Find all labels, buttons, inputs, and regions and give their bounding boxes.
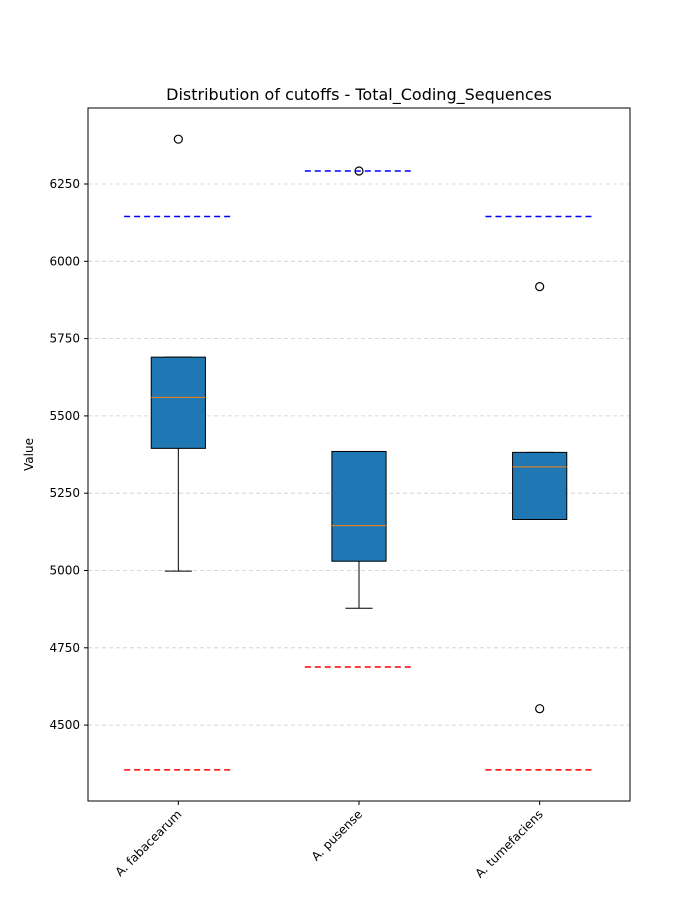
y-tick-label-5250: 5250 bbox=[49, 486, 80, 500]
outlier-a-pusense-0 bbox=[354, 166, 364, 176]
y-axis-label: Value bbox=[22, 438, 36, 471]
y-tick-label-5500: 5500 bbox=[49, 409, 80, 423]
box-a-tumefaciens bbox=[512, 451, 568, 520]
x-tick-label-a-tumefaciens: A. tumefaciens bbox=[472, 807, 545, 880]
outlier-a-tumefaciens-0 bbox=[535, 282, 545, 292]
y-tick-label-6000: 6000 bbox=[49, 254, 80, 268]
outlier-a-fabacearum-0 bbox=[173, 134, 183, 144]
box-a-pusense bbox=[331, 450, 387, 562]
box-a-fabacearum bbox=[150, 356, 206, 449]
y-tick-label-4500: 4500 bbox=[49, 718, 80, 732]
x-tick-label-a-fabacearum: A. fabacearum bbox=[113, 807, 185, 879]
x-tick-label-a-pusense: A. pusense bbox=[309, 807, 365, 863]
y-tick-label-5750: 5750 bbox=[49, 332, 80, 346]
axis-layer: 4500 4750 5000 5250 5500 5750 6000 6250 A. fabac… bbox=[49, 177, 545, 881]
chart-title: Distribution of cutoffs - Total_Coding_S… bbox=[166, 85, 552, 105]
outlier-a-tumefaciens-1 bbox=[535, 704, 545, 714]
box-layer bbox=[150, 134, 568, 714]
y-tick-label-5000: 5000 bbox=[49, 564, 80, 578]
cutoff-layer bbox=[124, 170, 594, 771]
y-tick-label-4750: 4750 bbox=[49, 641, 80, 655]
y-tick-label-6250: 6250 bbox=[49, 177, 80, 191]
